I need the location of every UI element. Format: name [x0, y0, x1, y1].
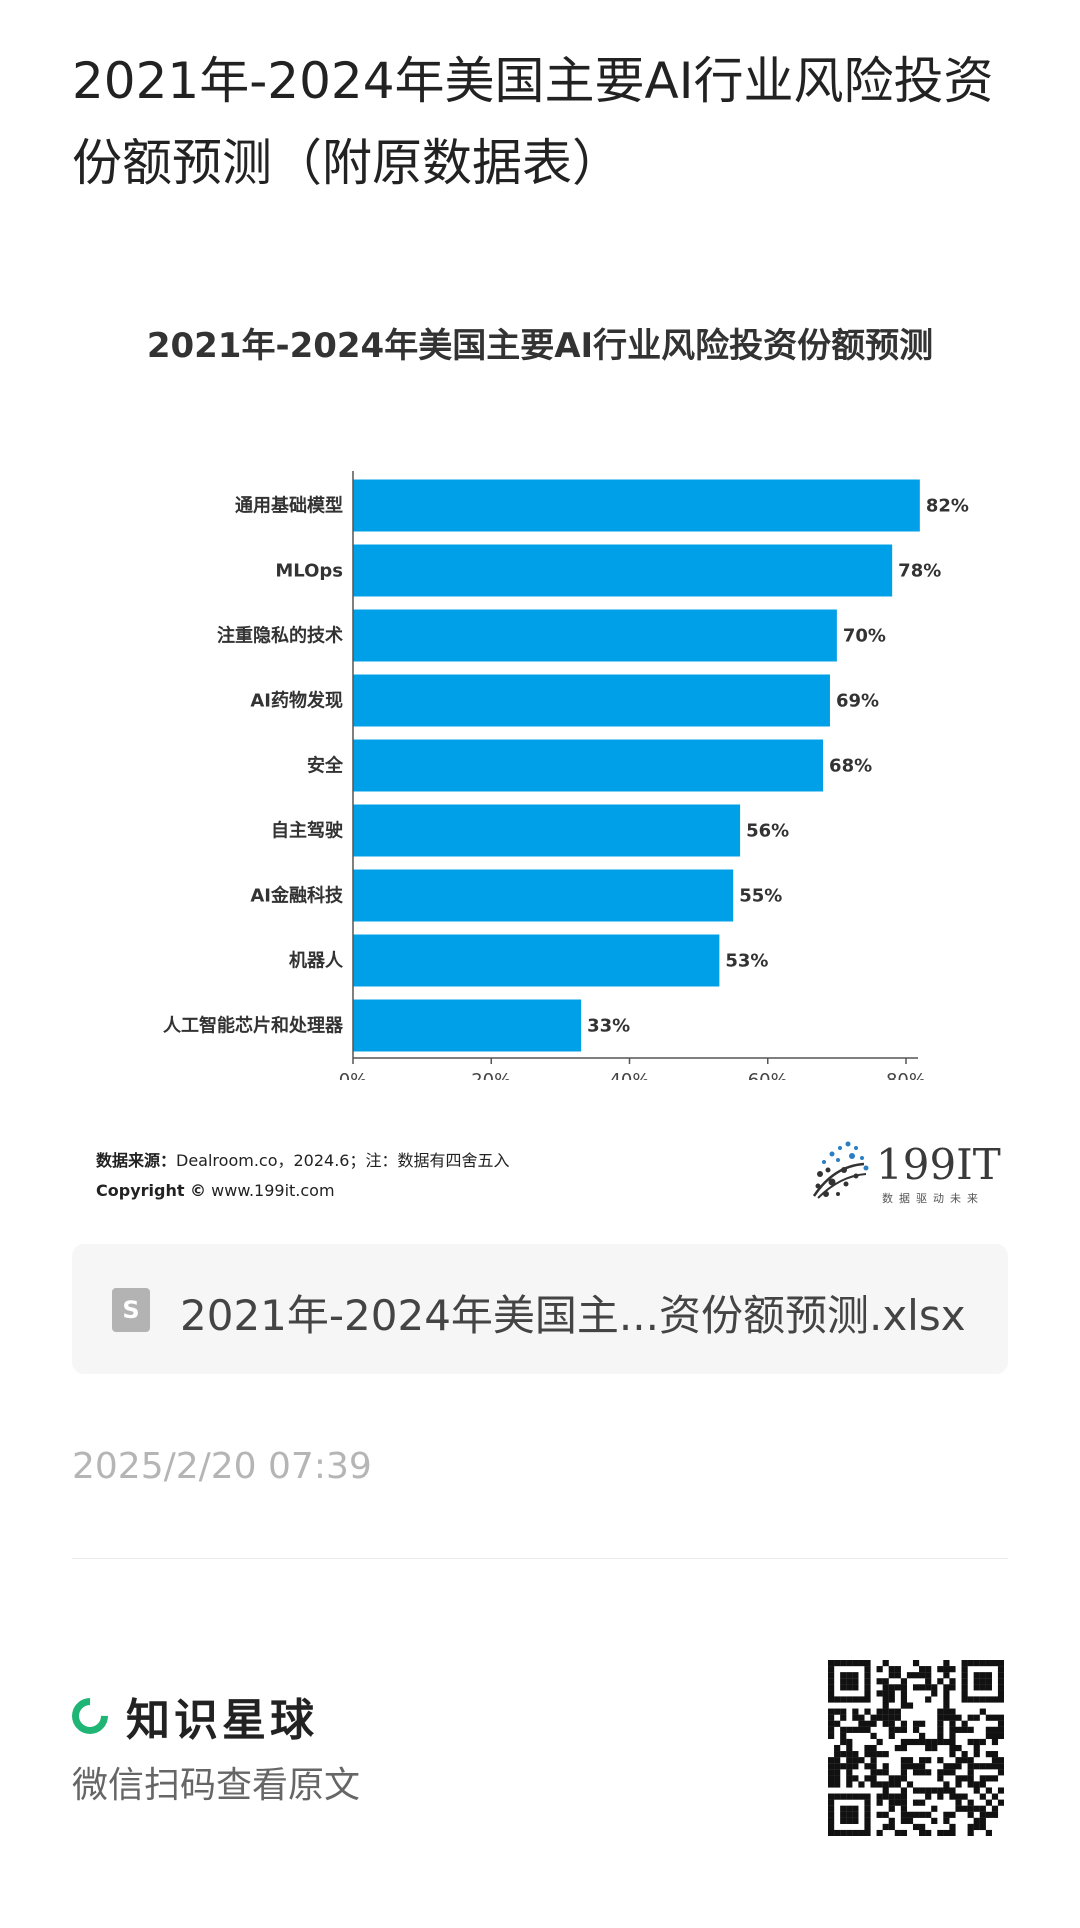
- qr-code[interactable]: [828, 1660, 1004, 1836]
- category-label: 机器人: [289, 951, 344, 972]
- value-label: 55%: [739, 886, 782, 907]
- x-tick-label: 60%: [748, 1070, 788, 1080]
- page-title: 2021年-2024年美国主要AI行业风险投资份额预测（附原数据表）: [72, 52, 994, 192]
- category-label: MLOps: [275, 561, 343, 582]
- bar: [353, 999, 582, 1052]
- logo-text: 199IT: [876, 1140, 1001, 1189]
- category-label: 注重隐私的技术: [217, 625, 343, 647]
- divider: [72, 1558, 1008, 1559]
- value-label: 70%: [843, 626, 886, 647]
- brand-header: 知识星球: [64, 1688, 318, 1746]
- bar: [353, 804, 741, 857]
- 199it-logo: 199IT 数据驱动未来: [808, 1136, 1001, 1206]
- category-label: 自主驾驶: [271, 820, 343, 842]
- x-tick-label: 40%: [609, 1070, 649, 1080]
- bar: [353, 869, 734, 922]
- source-text: Dealroom.co，2024.6；注：数据有四舍五入: [176, 1151, 510, 1170]
- value-label: 78%: [898, 561, 941, 582]
- timestamp: 2025/2/20 07:39: [72, 1446, 372, 1487]
- x-tick-label: 20%: [471, 1070, 511, 1080]
- category-label: AI药物发现: [250, 690, 343, 712]
- bar: [353, 934, 720, 987]
- scan-hint: 微信扫码查看原文: [72, 1765, 361, 1806]
- x-tick-label: 80%: [886, 1070, 926, 1080]
- bar: [353, 609, 837, 662]
- bar: [353, 544, 893, 597]
- value-label: 56%: [746, 821, 789, 842]
- spreadsheet-file-icon: S: [112, 1288, 150, 1332]
- value-label: 33%: [587, 1016, 630, 1037]
- value-label: 53%: [725, 951, 768, 972]
- logo-dots-icon: [812, 1141, 869, 1199]
- bar: [353, 739, 824, 792]
- logo-tagline: 数据驱动未来: [882, 1192, 984, 1205]
- category-label: 通用基础模型: [235, 495, 343, 517]
- value-label: 68%: [829, 756, 872, 777]
- bar-chart: 通用基础模型 82% MLOps 78% 注重隐私的技术 70% AI药物发现 69% 安全 68…: [163, 471, 969, 1080]
- brand-name: 知识星球: [126, 1695, 318, 1746]
- chart-title: 2021年-2024年美国主要AI行业风险投资份额预测: [146, 326, 934, 366]
- bar: [353, 674, 830, 727]
- source-label: 数据来源：: [96, 1151, 177, 1170]
- bar: [353, 479, 920, 532]
- value-label: 82%: [926, 496, 969, 517]
- copyright-url: www.199it.com: [211, 1181, 335, 1200]
- source-note: 数据来源：Dealroom.co，2024.6；注：数据有四舍五入 Copyri…: [96, 1146, 509, 1206]
- category-label: 人工智能芯片和处理器: [163, 1015, 344, 1037]
- file-name[interactable]: 2021年-2024年美国主...资份额预测.xlsx: [180, 1291, 966, 1340]
- category-label: 安全: [307, 755, 344, 777]
- zsxq-logo-icon: [64, 1690, 116, 1742]
- category-label: AI金融科技: [250, 885, 344, 907]
- file-attachment-card[interactable]: S 2021年-2024年美国主...资份额预测.xlsx: [72, 1244, 1008, 1374]
- copyright-label: Copyright ©: [96, 1181, 207, 1200]
- x-tick-label: 0%: [339, 1070, 368, 1080]
- value-label: 69%: [836, 691, 879, 712]
